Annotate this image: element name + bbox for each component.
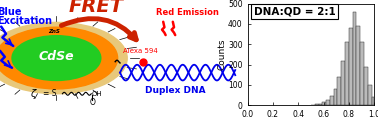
Bar xyxy=(349,28,353,105)
Circle shape xyxy=(0,22,127,94)
Bar xyxy=(338,77,341,105)
Bar xyxy=(322,102,326,105)
Text: Red Emission: Red Emission xyxy=(156,8,218,17)
Bar xyxy=(353,12,356,105)
Circle shape xyxy=(0,27,118,89)
Text: = S: = S xyxy=(43,89,57,98)
Text: O: O xyxy=(90,98,95,107)
Text: Alexa 594: Alexa 594 xyxy=(123,48,158,54)
Text: OH: OH xyxy=(91,91,102,97)
Text: DNA:QD = 2:1: DNA:QD = 2:1 xyxy=(254,7,336,17)
Circle shape xyxy=(12,36,101,80)
Text: Blue: Blue xyxy=(0,7,22,17)
Bar xyxy=(360,42,364,105)
Text: ZnS: ZnS xyxy=(48,29,60,34)
Bar xyxy=(319,104,322,105)
Bar xyxy=(315,104,319,105)
Bar xyxy=(345,42,349,105)
Text: $\zeta$: $\zeta$ xyxy=(30,87,37,101)
Y-axis label: Counts: Counts xyxy=(218,39,227,70)
Text: Duplex DNA: Duplex DNA xyxy=(145,86,206,95)
Bar xyxy=(364,67,368,105)
Text: CdSe: CdSe xyxy=(39,50,74,63)
Bar xyxy=(341,60,345,105)
Bar xyxy=(368,85,372,105)
Bar xyxy=(372,97,374,105)
Bar xyxy=(326,100,330,105)
Bar xyxy=(330,96,334,105)
Text: Excitation: Excitation xyxy=(0,16,53,26)
Bar xyxy=(334,89,338,105)
Text: FRET: FRET xyxy=(68,0,124,16)
Bar xyxy=(356,26,360,105)
